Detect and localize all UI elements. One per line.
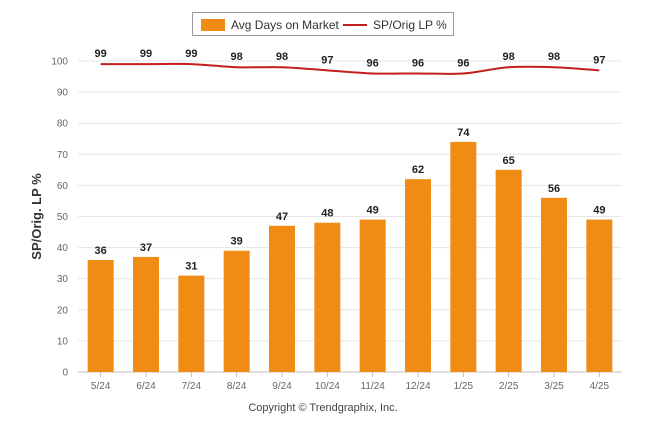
bar bbox=[269, 225, 295, 372]
bar bbox=[133, 256, 159, 372]
y-tick-label: 40 bbox=[57, 243, 69, 254]
bar-data-label: 37 bbox=[140, 242, 152, 254]
y-tick-label: 50 bbox=[57, 212, 69, 223]
bar-data-label: 49 bbox=[593, 205, 605, 217]
line-data-label: 96 bbox=[412, 57, 424, 69]
line-data-label: 99 bbox=[185, 48, 197, 60]
bar-data-label: 39 bbox=[231, 236, 243, 248]
bar bbox=[178, 275, 205, 372]
line-data-label: 96 bbox=[367, 57, 379, 69]
bar-data-label: 56 bbox=[548, 183, 560, 195]
y-axis-label: SP/Orig. LP % bbox=[29, 173, 44, 260]
line-data-label: 98 bbox=[231, 51, 243, 63]
bar bbox=[87, 260, 114, 372]
legend-item-bar[interactable]: Avg Days on Market bbox=[201, 17, 339, 33]
legend-line-swatch bbox=[343, 24, 367, 26]
x-tick-label: 4/25 bbox=[590, 381, 610, 392]
x-tick-label: 12/24 bbox=[405, 381, 430, 392]
x-tick-label: 2/25 bbox=[499, 381, 519, 392]
x-tick-label: 1/25 bbox=[454, 381, 474, 392]
y-tick-label: 70 bbox=[57, 150, 69, 161]
y-tick-label: 60 bbox=[57, 181, 69, 192]
x-tick-label: 10/24 bbox=[315, 381, 340, 392]
line-data-label: 98 bbox=[276, 51, 288, 63]
bar-data-label: 36 bbox=[95, 245, 107, 257]
legend-item-line[interactable]: SP/Orig LP % bbox=[343, 17, 447, 33]
legend-bar-label: Avg Days on Market bbox=[231, 18, 339, 32]
bar bbox=[223, 250, 250, 372]
line-series-sp-orig-lp bbox=[100, 62, 600, 75]
x-tick-label: 3/25 bbox=[544, 381, 564, 392]
bar-data-label: 48 bbox=[321, 208, 333, 220]
bar bbox=[405, 179, 431, 372]
y-tick-label: 30 bbox=[57, 274, 69, 285]
y-tick-label: 90 bbox=[57, 88, 69, 99]
line-data-label: 97 bbox=[321, 54, 333, 66]
y-tick-label: 80 bbox=[57, 119, 69, 130]
y-tick-label: 100 bbox=[51, 57, 68, 68]
line-data-label: 97 bbox=[593, 54, 605, 66]
bar-data-label: 49 bbox=[367, 205, 379, 217]
x-tick-label: 8/24 bbox=[227, 381, 247, 392]
bar bbox=[450, 141, 477, 372]
x-tick-label: 9/24 bbox=[272, 381, 292, 392]
line-data-label: 99 bbox=[95, 48, 107, 60]
legend-line-label: SP/Orig LP % bbox=[373, 18, 447, 32]
bar-data-label: 74 bbox=[457, 127, 470, 139]
x-tick-label: 5/24 bbox=[91, 381, 111, 392]
y-tick-label: 20 bbox=[57, 305, 69, 316]
x-tick-label: 6/24 bbox=[136, 381, 156, 392]
bar bbox=[495, 169, 522, 372]
legend-bar-swatch bbox=[201, 19, 225, 31]
bar-data-label: 62 bbox=[412, 164, 424, 176]
copyright-footer: Copyright © Trendgraphix, Inc. bbox=[248, 402, 398, 414]
x-tick-label: 11/24 bbox=[361, 381, 386, 392]
bar-data-label: 65 bbox=[503, 155, 515, 167]
bar bbox=[541, 197, 567, 372]
line-data-label: 98 bbox=[503, 51, 515, 63]
bar bbox=[359, 219, 386, 372]
bar bbox=[586, 219, 613, 372]
y-tick-label: 0 bbox=[62, 368, 68, 379]
y-tick-label: 10 bbox=[57, 336, 69, 347]
line-data-label: 99 bbox=[140, 48, 152, 60]
bar-data-label: 31 bbox=[185, 261, 197, 273]
legend: Avg Days on Market SP/Orig LP % bbox=[192, 12, 454, 36]
x-tick-label: 7/24 bbox=[182, 381, 202, 392]
line-data-label: 96 bbox=[457, 57, 469, 69]
bar bbox=[314, 222, 341, 372]
line-data-label: 98 bbox=[548, 51, 560, 63]
bar-data-label: 47 bbox=[276, 211, 288, 223]
